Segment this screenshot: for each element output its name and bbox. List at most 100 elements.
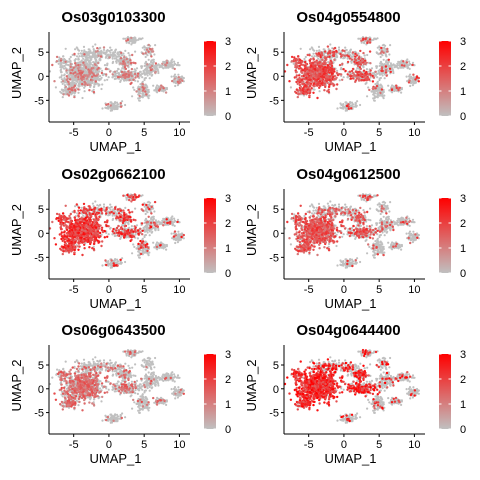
cell-point [120, 79, 122, 81]
cell-point [126, 65, 128, 67]
cell-point [373, 99, 375, 101]
cell-point [132, 86, 134, 88]
cell-point [108, 263, 110, 265]
cell-point [157, 70, 159, 72]
cell-point [148, 97, 150, 99]
cell-point [356, 77, 358, 79]
cell-point [109, 209, 111, 211]
cell-point [58, 63, 60, 65]
cell-point [320, 82, 322, 84]
cell-point [62, 89, 64, 91]
cell-point [174, 78, 176, 80]
cell-point [149, 67, 151, 69]
cell-point [59, 91, 61, 93]
cell-point [158, 89, 160, 91]
cell-point [309, 84, 311, 86]
cell-point [124, 77, 126, 79]
cell-point [114, 214, 116, 216]
cell-point [149, 230, 151, 232]
cell-point [342, 104, 344, 106]
cell-point [377, 96, 379, 98]
cell-point [145, 93, 147, 95]
cell-point [122, 65, 124, 67]
cell-point [314, 68, 316, 70]
cell-point [158, 242, 160, 244]
cell-point [89, 72, 91, 74]
cell-point [335, 50, 337, 52]
cell-point [118, 59, 120, 61]
cell-point [91, 76, 93, 78]
cell-point [85, 61, 87, 63]
cell-point [86, 54, 88, 56]
cell-point [406, 61, 408, 63]
cell-point [177, 74, 179, 76]
cell-point [372, 80, 374, 82]
cell-point [374, 83, 376, 85]
cell-point [74, 205, 76, 207]
cell-points [49, 36, 185, 112]
cell-point [336, 83, 338, 85]
cell-point [349, 49, 351, 51]
panel-title: Os02g0662100 [61, 166, 165, 183]
cell-point [131, 252, 133, 254]
cell-point [146, 71, 148, 73]
cell-point [302, 69, 304, 71]
cell-point [357, 65, 359, 67]
cell-point [170, 60, 172, 62]
cell-point [142, 92, 144, 94]
cell-point [112, 58, 114, 60]
cell-point [311, 87, 313, 89]
cell-point [112, 73, 114, 75]
cell-point [77, 92, 79, 94]
cell-point [121, 262, 123, 264]
cell-point [127, 38, 129, 40]
x-tick-label: 5 [376, 127, 382, 139]
cell-point [65, 69, 67, 71]
cell-point [146, 91, 148, 93]
cell-point [356, 105, 358, 107]
cell-point [355, 102, 357, 104]
cell-point [369, 77, 371, 79]
cell-point [172, 67, 174, 69]
cell-point [401, 87, 403, 89]
cell-point [378, 72, 380, 74]
cell-point [331, 67, 333, 69]
cell-point [338, 49, 340, 51]
cell-point [142, 81, 144, 83]
cell-point [379, 62, 381, 64]
cell-point [106, 79, 108, 81]
cell-point [380, 47, 382, 49]
cell-point [364, 38, 366, 40]
cell-point [161, 63, 163, 65]
cell-point [108, 56, 110, 58]
cell-point [291, 60, 293, 62]
cell-point [155, 62, 157, 64]
cell-point [388, 89, 390, 91]
cell-point [320, 65, 322, 67]
cell-point [356, 54, 358, 56]
cell-point [299, 67, 301, 69]
legend-tick-label: 0 [460, 111, 466, 123]
cell-point [408, 80, 410, 82]
cell-point [310, 65, 312, 67]
cell-point [171, 76, 173, 78]
cell-point [156, 248, 158, 250]
cell-point [409, 68, 411, 70]
cell-point [331, 72, 333, 74]
cell-point [301, 72, 303, 74]
cell-point [364, 54, 366, 56]
cell-point [114, 258, 116, 260]
cell-point [69, 61, 71, 63]
cell-point [171, 233, 173, 235]
cell-point [87, 68, 89, 70]
cell-point [122, 60, 124, 62]
cell-point [363, 70, 365, 72]
cell-point [118, 55, 120, 57]
cell-point [307, 54, 309, 56]
legend-tick-label: 0 [225, 111, 231, 123]
cell-point [330, 70, 332, 72]
cell-point [153, 53, 155, 55]
cell-point [149, 48, 151, 50]
cell-point [65, 86, 67, 88]
cell-point [150, 71, 152, 73]
